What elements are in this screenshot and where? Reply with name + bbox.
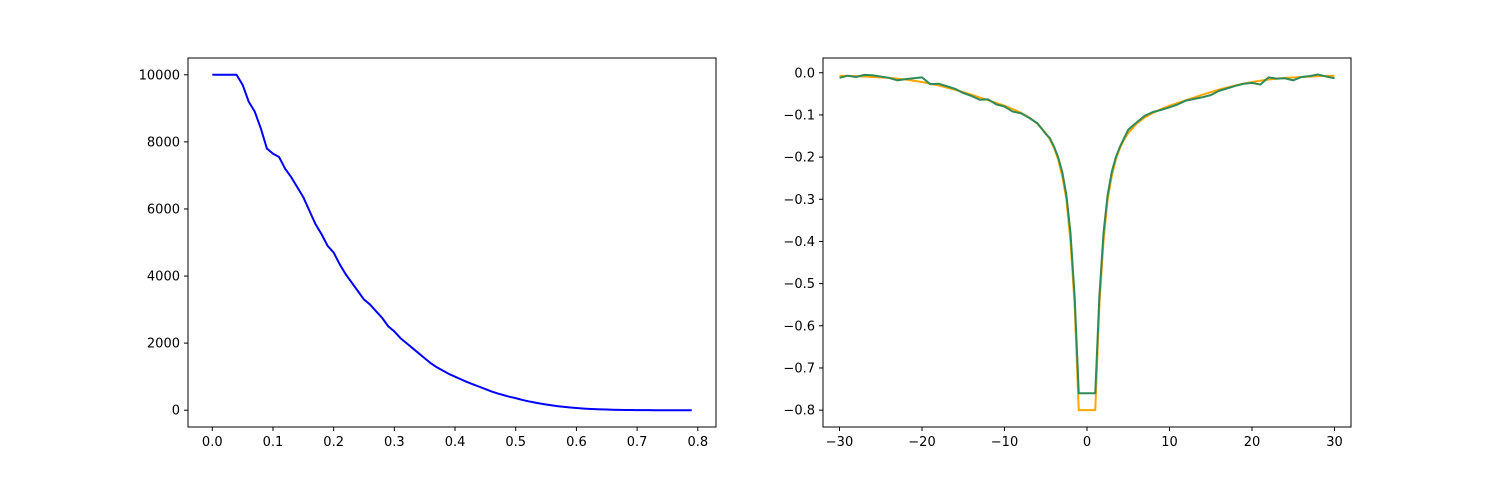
right-plot: −30 −20 −10 0 10 20 30 0.0 −0.1 −0.2 −0.3 −0.4 −0.5 −… [783, 57, 1352, 450]
y-tick-label: 6000 [147, 202, 180, 217]
x-tick-label: 10 [1161, 435, 1178, 450]
y-tick-label: −0.7 [783, 361, 815, 376]
y-tick-label: 4000 [147, 270, 180, 285]
x-tick-label: −20 [908, 435, 935, 450]
x-tick-label: 30 [1326, 435, 1343, 450]
y-tick-label: −0.5 [783, 277, 815, 292]
y-tick-label: −0.8 [783, 404, 815, 419]
x-tick-label: 0.7 [627, 435, 648, 450]
left-plot: 0.0 0.1 0.2 0.3 0.4 0.5 0.6 0.7 0.8 0 2000 4000 6000… [139, 57, 717, 450]
y-tick-label: −0.3 [783, 193, 815, 208]
x-tick-label: 0.2 [323, 435, 344, 450]
x-tick-label: 0.8 [687, 435, 708, 450]
y-tick-label: −0.4 [783, 235, 815, 250]
x-tick-label: 0 [1083, 435, 1091, 450]
y-tick-label: 8000 [147, 135, 180, 150]
y-tick-label: −0.1 [783, 108, 815, 123]
x-tick-label: 20 [1244, 435, 1261, 450]
y-tick-label: −0.2 [783, 151, 815, 166]
x-tick-label: 0.0 [202, 435, 223, 450]
y-tick-label: 10000 [139, 68, 180, 83]
x-tick-label: 0.1 [263, 435, 284, 450]
axes-frame [822, 57, 1352, 428]
axes-frame [187, 57, 717, 428]
x-tick-label: −10 [991, 435, 1018, 450]
x-tick-label: 0.3 [384, 435, 405, 450]
x-tick-label: 0.6 [566, 435, 587, 450]
series-line-2 [839, 73, 1335, 395]
x-tick-label: 0.5 [505, 435, 526, 450]
series-line-1 [839, 74, 1335, 412]
y-tick-label: 0.0 [794, 66, 815, 81]
series-line-1 [212, 73, 692, 412]
x-tick-label: −30 [826, 435, 853, 450]
x-tick-label: 0.4 [445, 435, 466, 450]
y-tick-label: −0.6 [783, 319, 815, 334]
y-tick-label: 2000 [147, 337, 180, 352]
y-tick-label: 0 [172, 404, 180, 419]
